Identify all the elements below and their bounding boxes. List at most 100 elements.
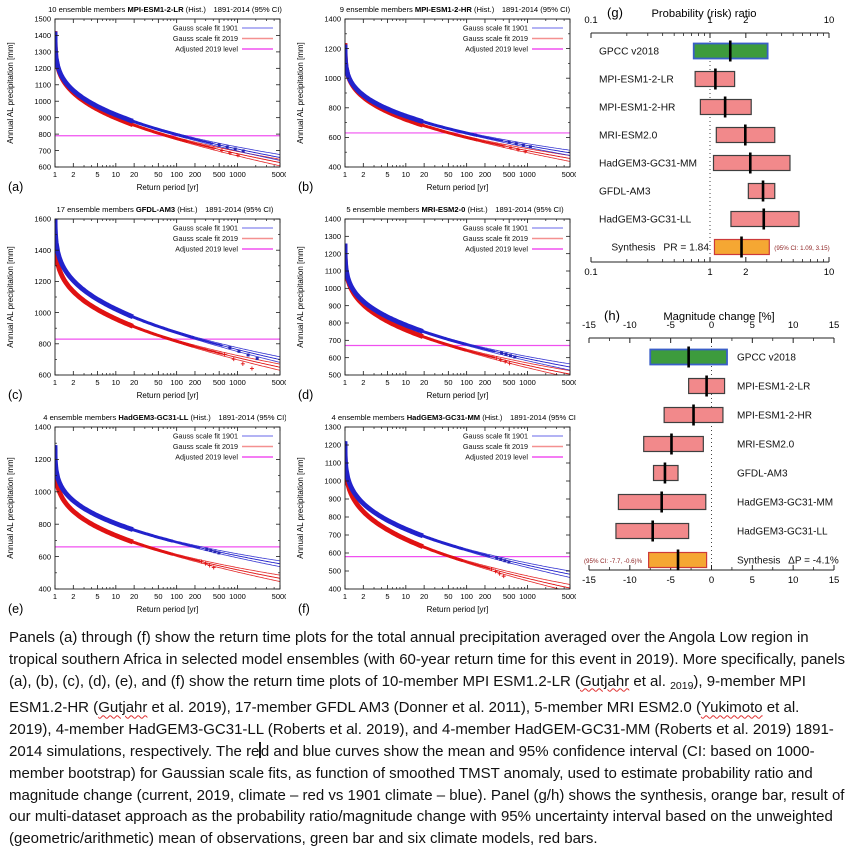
svg-text:20: 20 — [420, 592, 428, 601]
svg-text:1100: 1100 — [325, 459, 341, 468]
forest-plot-g: (g) Probability (risk) ratio 0.1 1 2 10 0.1 1 2 1… — [582, 2, 853, 296]
ensemble-member-marker — [521, 143, 525, 147]
ci-bar-GFDL-AM3 — [747, 182, 776, 200]
panel-letter: (f) — [298, 602, 310, 616]
ensemble-member-marker — [225, 145, 229, 149]
svg-text:50: 50 — [444, 378, 452, 387]
svg-text:800: 800 — [38, 340, 51, 349]
text-cursor — [259, 741, 261, 758]
ensemble-member-marker — [219, 148, 224, 153]
best-estimate-mark — [687, 346, 690, 368]
svg-text:500: 500 — [328, 371, 341, 380]
svg-text:1300: 1300 — [324, 232, 341, 241]
svg-text:600: 600 — [328, 133, 341, 142]
svg-text:1000: 1000 — [34, 308, 51, 317]
return-plot-svg-f: 1251020501002005001000500040050060070080… — [296, 413, 576, 616]
row-label: MRI-ESM2.0 — [599, 131, 658, 142]
ensemble-member-marker — [514, 142, 518, 146]
best-estimate-mark — [663, 462, 667, 484]
ensemble-member-marker — [501, 574, 506, 579]
forest-plot-svg-g: (g) Probability (risk) ratio 0.1 1 2 10 0.1 1 2 1… — [584, 5, 835, 278]
row-label: MPI-ESM1-2-HR — [737, 411, 812, 422]
gauss-fit-1901-curve — [55, 219, 280, 363]
ensemble-member-marker — [494, 356, 499, 361]
svg-text:1200: 1200 — [34, 64, 51, 73]
ensemble-member-marker — [498, 357, 503, 362]
svg-text:Gauss scale fit 2019: Gauss scale fit 2019 — [463, 234, 528, 243]
ensemble-member-marker — [503, 359, 508, 364]
svg-text:Gauss scale fit 1901: Gauss scale fit 1901 — [463, 432, 528, 441]
return-plot-svg-c: 1251020501002005001000500060080010001200… — [6, 205, 286, 402]
ensemble-member-marker — [211, 146, 216, 151]
x-axis-label: Return period [yr] — [427, 183, 489, 192]
row-label: Synthesis PR = 1.84 — [611, 243, 709, 254]
ensemble-member-marker — [213, 550, 217, 554]
svg-text:50: 50 — [444, 170, 452, 179]
svg-text:700: 700 — [38, 146, 51, 155]
svg-text:400: 400 — [38, 585, 51, 594]
return-plot-e: 1251020501002005001000500040060080010001… — [2, 410, 286, 622]
svg-text:1300: 1300 — [324, 423, 341, 432]
plot-frame — [54, 426, 281, 590]
svg-text:500: 500 — [213, 592, 226, 601]
x-axis-label: Return period [yr] — [137, 391, 199, 400]
panel-title: Probability (risk) ratio — [651, 8, 756, 20]
ensemble-member-marker — [249, 366, 254, 371]
best-estimate-mark — [705, 375, 708, 397]
row-label: MPI-ESM1-2-LR — [737, 382, 810, 393]
panel-letter: (b) — [298, 180, 313, 194]
ensemble-member-marker — [500, 351, 504, 355]
row-label: MPI-ESM1-2-HR — [599, 103, 675, 114]
ensemble-member-marker — [205, 547, 209, 551]
plot-frame — [54, 18, 281, 168]
svg-text:Gauss scale fit 2019: Gauss scale fit 2019 — [463, 34, 528, 43]
gauss-fit-2019-curve — [55, 224, 280, 371]
ci-note: (95% CI: -7.7, -0.6)% — [584, 558, 643, 565]
svg-text:1000: 1000 — [324, 284, 341, 293]
svg-text:1000: 1000 — [519, 592, 536, 601]
panel-title: 17 ensemble members GFDL-AM3 (Hist.) 189… — [57, 205, 274, 214]
svg-text:5: 5 — [750, 575, 755, 586]
figure-caption: Panels (a) through (f) show the return t… — [9, 627, 845, 850]
svg-text:10: 10 — [824, 15, 835, 26]
svg-text:Adjusted 2019 level: Adjusted 2019 level — [175, 45, 238, 54]
ensemble-member-marker — [493, 569, 498, 574]
svg-text:700: 700 — [328, 336, 341, 345]
ensemble-member-marker — [508, 354, 512, 358]
svg-text:900: 900 — [38, 113, 51, 122]
return-plot-svg-e: 1251020501002005001000500040060080010001… — [6, 413, 286, 616]
return-plot-a: 1251020501002005001000500060070080090010… — [2, 2, 286, 200]
svg-text:10: 10 — [824, 267, 835, 278]
forest-plot-h: (h) Magnitude change [%] -15 -10 -5 0 5 10 15 -15… — [582, 298, 853, 628]
ensemble-member-marker — [497, 571, 502, 576]
svg-text:1400: 1400 — [34, 31, 51, 40]
svg-text:Gauss scale fit 2019: Gauss scale fit 2019 — [173, 34, 238, 43]
svg-text:Adjusted 2019 level: Adjusted 2019 level — [175, 245, 238, 254]
svg-text:1200: 1200 — [324, 441, 341, 450]
svg-text:1: 1 — [53, 378, 57, 387]
svg-text:1200: 1200 — [34, 277, 51, 286]
svg-text:-5: -5 — [666, 320, 674, 331]
y-axis-label: Annual AL precipitation [mm] — [6, 457, 15, 559]
ensemble-member-marker — [231, 357, 236, 362]
svg-text:Adjusted 2019 level: Adjusted 2019 level — [465, 245, 528, 254]
best-estimate-mark — [748, 152, 752, 174]
ensemble-member-marker — [501, 143, 506, 148]
svg-text:500: 500 — [503, 170, 516, 179]
svg-text:600: 600 — [328, 549, 341, 558]
svg-text:Adjusted 2019 level: Adjusted 2019 level — [465, 45, 528, 54]
svg-text:5000: 5000 — [562, 378, 576, 387]
svg-text:Adjusted 2019 level: Adjusted 2019 level — [175, 453, 238, 462]
ensemble-member-marker — [217, 551, 221, 555]
svg-text:50: 50 — [154, 170, 162, 179]
best-estimate-mark — [670, 433, 673, 455]
svg-text:600: 600 — [38, 552, 51, 561]
svg-text:1000: 1000 — [324, 477, 341, 486]
svg-text:Gauss scale fit 1901: Gauss scale fit 1901 — [173, 432, 238, 441]
svg-text:Gauss scale fit 1901: Gauss scale fit 1901 — [173, 24, 238, 33]
svg-text:100: 100 — [460, 170, 473, 179]
gauss-fit-1901-curve — [345, 243, 570, 371]
svg-text:20: 20 — [130, 592, 138, 601]
